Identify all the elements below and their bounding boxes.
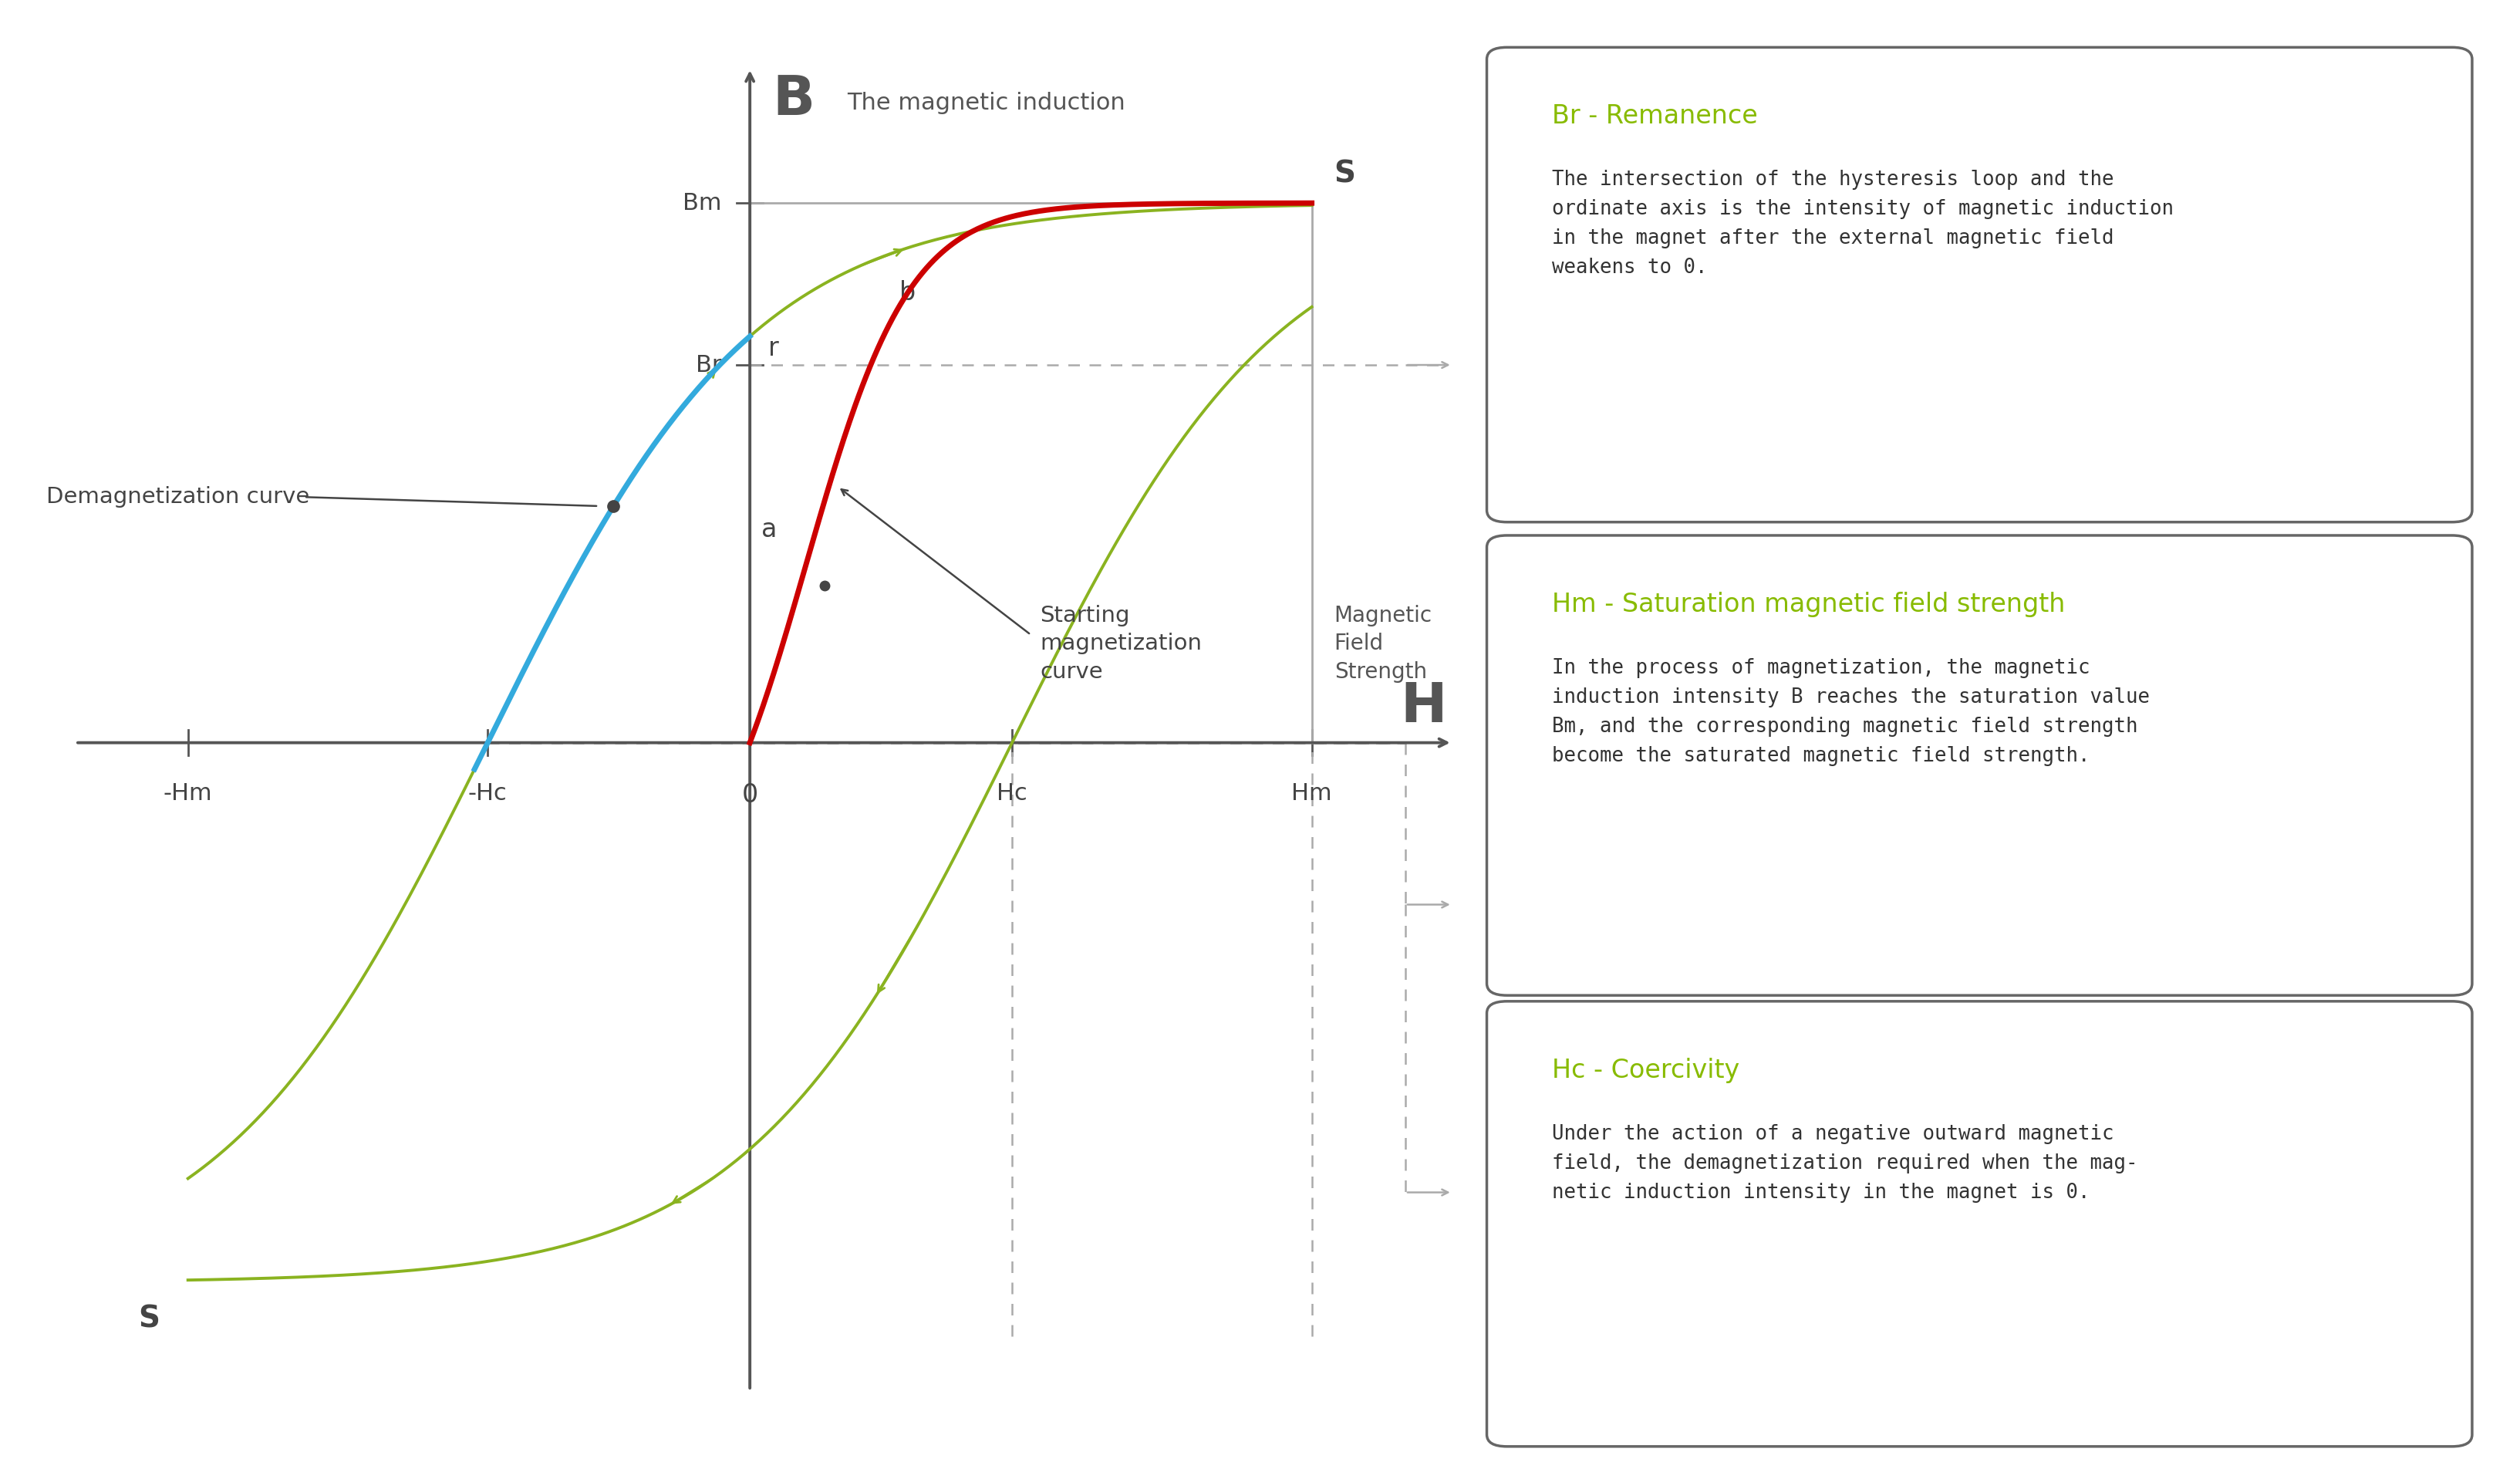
Text: The magnetic induction: The magnetic induction (847, 92, 1126, 114)
Text: Hc: Hc (998, 782, 1028, 805)
Text: a: a (761, 518, 776, 543)
Text: Hm - Saturation magnetic field strength: Hm - Saturation magnetic field strength (1552, 592, 2066, 617)
Text: S: S (139, 1304, 159, 1333)
Text: Bm: Bm (683, 192, 721, 214)
Text: 0: 0 (741, 782, 759, 808)
Text: S: S (1333, 160, 1356, 189)
Text: Hm: Hm (1290, 782, 1333, 805)
Text: Br: Br (696, 353, 721, 376)
Text: Magnetic
Field
Strength: Magnetic Field Strength (1333, 605, 1431, 683)
Text: Br - Remanence: Br - Remanence (1552, 104, 1759, 129)
Text: -Hm: -Hm (164, 782, 212, 805)
Text: H: H (1401, 680, 1446, 734)
Text: Hc - Coercivity: Hc - Coercivity (1552, 1057, 1739, 1083)
Text: In the process of magnetization, the magnetic
induction intensity B reaches the : In the process of magnetization, the mag… (1552, 658, 2150, 766)
Text: -Hc: -Hc (469, 782, 507, 805)
Text: b: b (900, 280, 917, 306)
Text: Starting
magnetization
curve: Starting magnetization curve (1041, 605, 1202, 683)
Text: Demagnetization curve: Demagnetization curve (45, 487, 310, 507)
Text: B: B (771, 74, 814, 127)
Text: The intersection of the hysteresis loop and the
ordinate axis is the intensity o: The intersection of the hysteresis loop … (1552, 170, 2175, 278)
Text: r: r (769, 336, 779, 361)
Text: Under the action of a negative outward magnetic
field, the demagnetization requi: Under the action of a negative outward m… (1552, 1124, 2137, 1202)
